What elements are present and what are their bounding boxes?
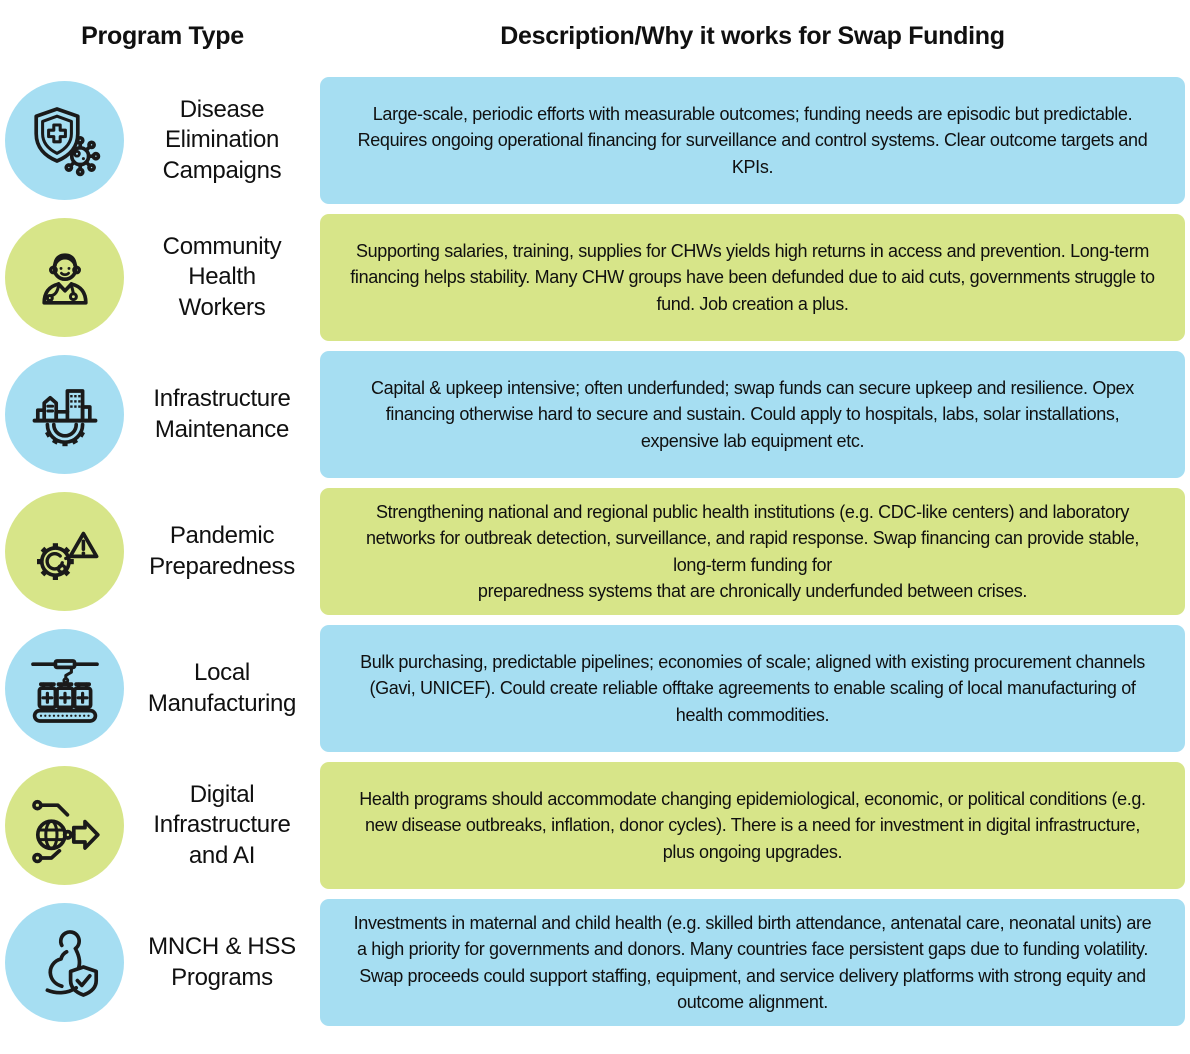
description-text: Supporting salaries, training, supplies … <box>350 241 1155 314</box>
column-header-program-type: Program Type <box>81 22 244 50</box>
table-row: Community Health Workers Supporting sala… <box>5 214 1185 341</box>
description-text: Health programs should accommodate chang… <box>359 789 1146 862</box>
virus-warning-icon <box>36 531 98 580</box>
description-box: Supporting salaries, training, supplies … <box>320 214 1185 341</box>
table-row: Infrastructure Maintenance Capital & upk… <box>5 351 1185 478</box>
description-box: Health programs should accommodate chang… <box>320 762 1185 889</box>
program-icon-circle <box>5 903 124 1022</box>
description-text: Investments in maternal and child health… <box>353 913 1152 1012</box>
description-box: Investments in maternal and child health… <box>320 899 1185 1026</box>
description-box: Strengthening national and regional publ… <box>320 488 1185 615</box>
vials-conveyor-icon <box>30 658 99 723</box>
description-text: Large-scale, periodic efforts with measu… <box>357 104 1148 177</box>
program-icon-circle <box>5 218 124 337</box>
column-header-description: Description/Why it works for Swap Fundin… <box>500 22 1005 50</box>
pregnant-shield-icon <box>45 929 98 997</box>
buildings-gear-icon <box>32 388 97 446</box>
table-row: Pandemic Preparedness Strengthening nati… <box>5 488 1185 615</box>
description-text: Capital & upkeep intensive; often underf… <box>371 378 1134 451</box>
program-icon-circle <box>5 492 124 611</box>
description-box: Bulk purchasing, predictable pipelines; … <box>320 625 1185 752</box>
swap-funding-program-table: Program Type Description/Why it works fo… <box>5 22 1185 1026</box>
program-type-label: Local Manufacturing <box>147 659 297 717</box>
program-type-label: Community Health Workers <box>162 233 282 321</box>
globe-circuit-arrow-icon <box>31 799 100 863</box>
program-icon-circle <box>5 766 124 885</box>
table-header: Program Type Description/Why it works fo… <box>5 22 1185 50</box>
program-icon-circle <box>5 629 124 748</box>
health-worker-icon <box>41 252 88 305</box>
program-icon-circle <box>5 355 124 474</box>
program-icon-circle <box>5 81 124 200</box>
table-row: Disease Elimination Campaigns Large-scal… <box>5 77 1185 204</box>
description-text: Bulk purchasing, predictable pipelines; … <box>360 652 1145 725</box>
shield-cross-virus-icon <box>33 106 100 176</box>
table-body: Disease Elimination Campaigns Large-scal… <box>5 77 1185 1026</box>
table-row: Local Manufacturing Bulk purchasing, pre… <box>5 625 1185 752</box>
table-row: Digital Infrastructure and AI Health pro… <box>5 762 1185 889</box>
program-type-label: Infrastructure Maintenance <box>153 385 291 443</box>
description-box: Large-scale, periodic efforts with measu… <box>320 77 1185 204</box>
table-row: MNCH & HSS Programs Investments in mater… <box>5 899 1185 1026</box>
program-type-label: MNCH & HSS Programs <box>148 933 296 991</box>
program-type-label: Digital Infrastructure and AI <box>153 781 291 869</box>
description-box: Capital & upkeep intensive; often underf… <box>320 351 1185 478</box>
description-text: Strengthening national and regional publ… <box>365 502 1140 601</box>
program-type-label: Pandemic Preparedness <box>149 522 295 580</box>
program-type-label: Disease Elimination Campaigns <box>162 96 282 184</box>
